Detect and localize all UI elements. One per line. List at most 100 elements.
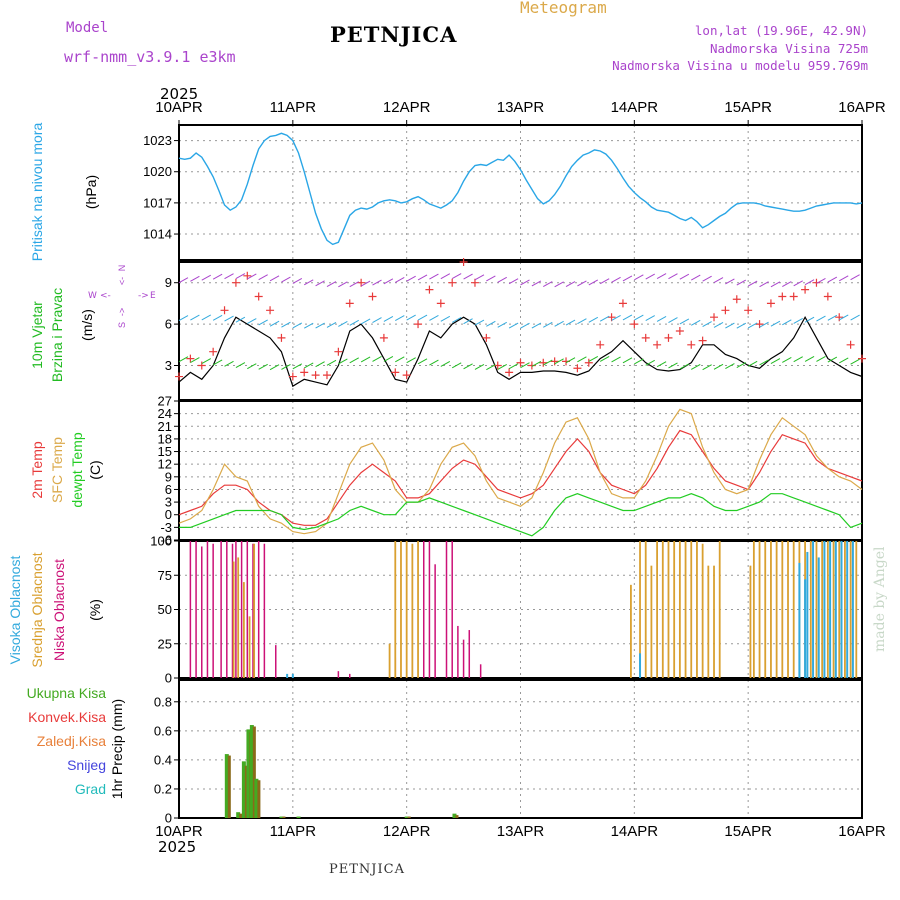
wind-direction-arrow [622,357,633,364]
wind-gust-mark [448,278,457,287]
cloud-mid-bar [248,616,251,678]
precip-total-bar [279,816,284,818]
wind-direction-arrow [315,322,325,329]
cloud-mid-bar [678,541,681,678]
cloud-high-bar [291,673,294,678]
footer-station: PETNJICA [329,862,405,877]
y-tick-label: 50 [158,602,172,617]
wind-direction-arrow [417,358,428,365]
wind-direction-arrow [588,316,599,323]
wind-direction-arrow [599,315,610,322]
compass-arrow-left: <- [100,291,111,301]
wind-direction-arrow [326,322,337,328]
wind-direction-arrow [326,359,337,366]
wind-direction-arrow [201,314,212,321]
wind-direction-arrow [429,273,439,280]
cloud-low-bar [220,541,222,678]
wind-direction-arrow [725,363,735,370]
meteogram-title: Meteogram [520,0,607,17]
cloud-low-bar [457,625,459,678]
wind-direction-arrow [497,321,507,328]
wind-gust-mark [436,299,445,308]
y-tick-label: 18 [158,431,172,446]
cloud-mid-bar [821,541,824,678]
wind-direction-arrow [303,362,314,369]
pressure-line [178,132,863,246]
wind-direction-arrow [645,359,655,366]
wind-gust-mark [675,327,684,335]
wind-gust-mark [402,371,411,380]
cloud-mid-bar [639,541,641,678]
wind-gust-mark [516,358,525,367]
temp-label-sfc: SFC Temp [49,437,65,503]
wind-direction-arrow [793,280,803,287]
wind-direction-arrow [702,275,712,282]
wind-direction-arrow [554,281,564,288]
compass-arrow-up: <- [117,277,127,285]
wind-direction-arrow [747,360,758,367]
y-tick-label: 24 [158,406,172,421]
cloud-mid-bar [832,541,835,678]
compass-s: S [117,322,127,328]
cloud-low-bar [451,541,453,678]
wind-direction-arrow [224,360,234,367]
wind-direction-arrow [292,363,303,370]
y-tick-label: 3 [165,495,172,510]
wind-direction-arrow [395,277,405,283]
cloud-mid-bar [713,565,715,678]
wind-direction-arrow [827,356,838,363]
wind-direction-arrow [372,317,382,323]
y-tick-label: 100 [150,534,172,549]
wind-label-2: Brzina i Pravac [49,288,65,382]
precip-strat-bar [257,780,261,818]
wind-direction-arrow [395,356,405,363]
wind-gust-mark [379,333,388,342]
wind-direction-arrow [838,275,849,282]
wind-direction-arrow [406,357,416,364]
wind-gust-mark [505,368,514,377]
precip-total-bar [296,816,301,818]
wind-direction-arrow [531,280,542,287]
wind-direction-arrow [190,314,200,321]
cloud-mid-bar [242,582,245,678]
precip-legend-4: Grad [75,781,106,797]
wind-direction-arrow [440,273,451,280]
wind-direction-arrow [463,363,473,370]
y-tick-label: 21 [158,419,172,434]
panel-frame-temp [178,400,863,541]
cloud-label-high: Visoka Oblacnost [7,556,23,665]
wind-direction-arrow [383,315,394,322]
temp-label-dewpt: dewpt Temp [69,432,85,507]
y-tick-label: -6 [160,533,172,548]
wind-direction-arrow [349,319,359,326]
panel-frame-clouds [178,540,863,679]
y-tick-label: 0 [165,507,172,522]
cloud-high-bar [798,562,801,678]
x-label-top: 11APR [270,99,317,116]
wind-direction-arrow [440,361,451,367]
wind-direction-arrow [474,274,485,281]
x-label-bottom: 13APR [497,823,545,840]
wind-gust-mark [300,368,309,377]
wind-direction-arrow [804,316,815,323]
cloud-mid-bar [781,541,784,678]
wind-direction-arrow [725,278,735,285]
cloud-low-bar [349,673,351,678]
wind-gust-mark [766,299,775,308]
wind-direction-arrow [816,315,826,322]
wind-direction-arrow [645,315,655,321]
wind-direction-arrow [850,314,860,321]
temp-line-2 [179,493,863,537]
wind-direction-arrow [429,314,439,321]
cloud-low-bar [479,664,482,678]
wind-gust-mark [425,285,434,294]
cloud-mid-bar [775,541,778,678]
cloud-mid-bar [718,541,721,678]
y-tick-label: 1020 [143,164,172,179]
y-tick-label: 0.8 [154,694,172,709]
cloud-low-bar [201,546,203,678]
wind-direction-arrow [691,319,701,326]
y-tick-label: 27 [158,394,172,409]
wind-direction-arrow [611,276,621,283]
wind-direction-arrow [520,279,530,286]
